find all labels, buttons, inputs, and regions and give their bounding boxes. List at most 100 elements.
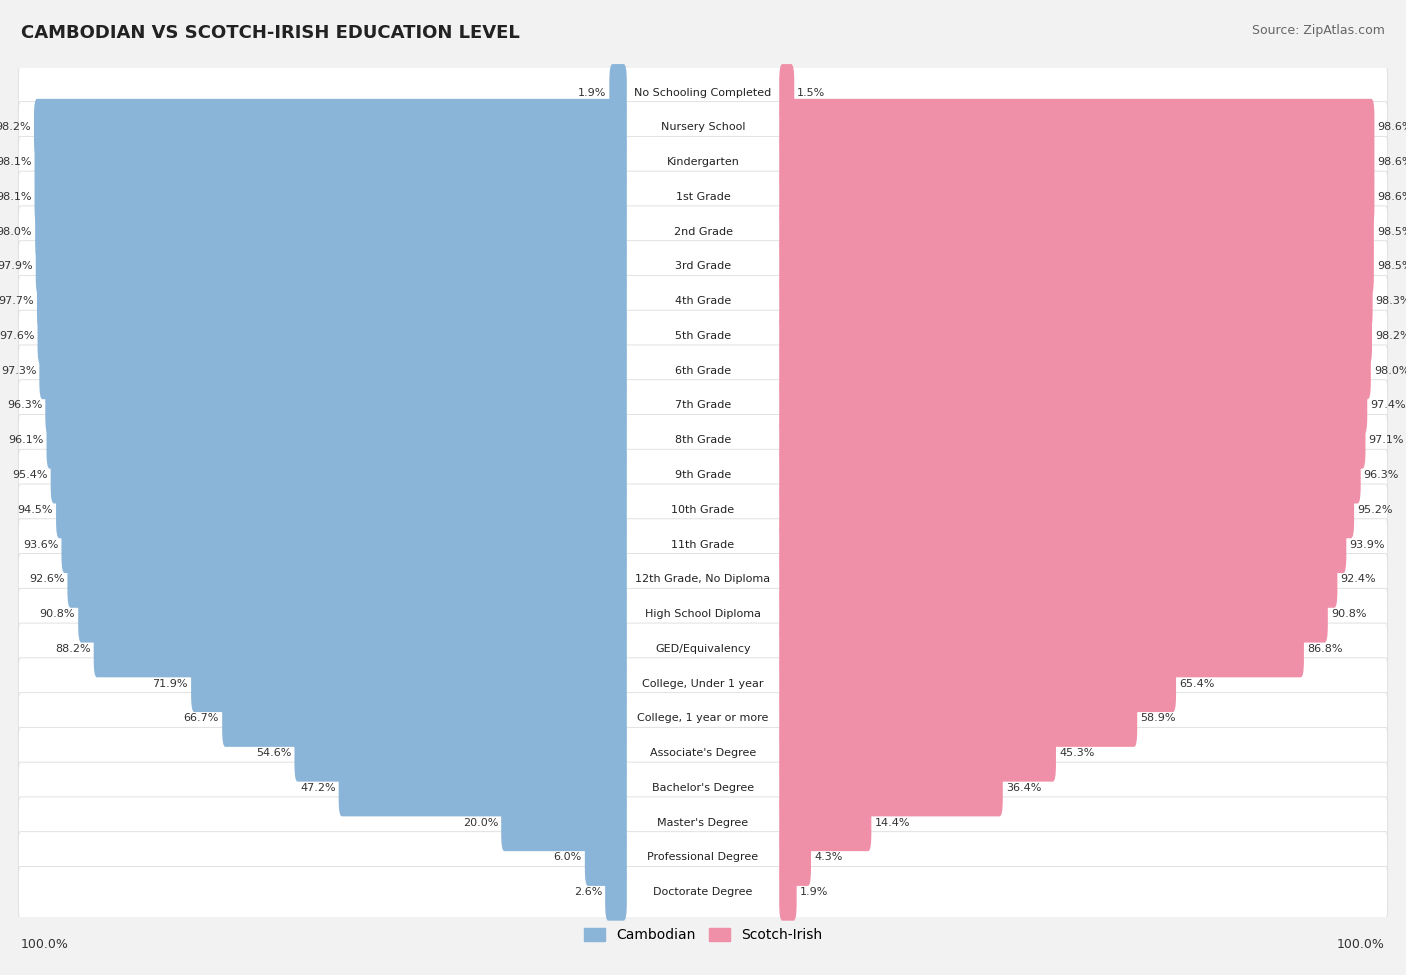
FancyBboxPatch shape: [18, 658, 1388, 709]
FancyBboxPatch shape: [18, 379, 1388, 431]
FancyBboxPatch shape: [779, 342, 1371, 399]
FancyBboxPatch shape: [45, 377, 627, 434]
Text: 58.9%: 58.9%: [1140, 714, 1175, 723]
FancyBboxPatch shape: [79, 586, 627, 643]
Text: 92.6%: 92.6%: [30, 574, 65, 584]
FancyBboxPatch shape: [18, 519, 1388, 570]
Text: College, 1 year or more: College, 1 year or more: [637, 714, 769, 723]
FancyBboxPatch shape: [51, 447, 627, 503]
Text: 90.8%: 90.8%: [39, 609, 75, 619]
Text: 93.6%: 93.6%: [22, 539, 59, 550]
Text: 96.3%: 96.3%: [1364, 470, 1399, 480]
Text: Professional Degree: Professional Degree: [647, 852, 759, 863]
FancyBboxPatch shape: [62, 516, 627, 573]
Text: 98.6%: 98.6%: [1378, 157, 1406, 167]
FancyBboxPatch shape: [779, 724, 1056, 782]
Text: Source: ZipAtlas.com: Source: ZipAtlas.com: [1251, 24, 1385, 37]
FancyBboxPatch shape: [18, 101, 1388, 153]
FancyBboxPatch shape: [18, 206, 1388, 257]
Text: Master's Degree: Master's Degree: [658, 818, 748, 828]
Text: 8th Grade: 8th Grade: [675, 435, 731, 446]
Text: 3rd Grade: 3rd Grade: [675, 261, 731, 271]
FancyBboxPatch shape: [18, 797, 1388, 848]
Text: 54.6%: 54.6%: [256, 748, 291, 759]
Text: 98.1%: 98.1%: [0, 157, 31, 167]
FancyBboxPatch shape: [18, 727, 1388, 779]
FancyBboxPatch shape: [18, 310, 1388, 362]
Text: 100.0%: 100.0%: [21, 938, 69, 951]
Text: 65.4%: 65.4%: [1180, 679, 1215, 688]
Text: Doctorate Degree: Doctorate Degree: [654, 887, 752, 897]
FancyBboxPatch shape: [779, 64, 794, 121]
Text: 7th Grade: 7th Grade: [675, 401, 731, 410]
Text: 10th Grade: 10th Grade: [672, 505, 734, 515]
FancyBboxPatch shape: [18, 484, 1388, 535]
Text: 1st Grade: 1st Grade: [676, 192, 730, 202]
FancyBboxPatch shape: [35, 203, 627, 260]
FancyBboxPatch shape: [46, 411, 627, 469]
FancyBboxPatch shape: [18, 276, 1388, 327]
Text: 95.4%: 95.4%: [13, 470, 48, 480]
Text: Nursery School: Nursery School: [661, 122, 745, 133]
Text: College, Under 1 year: College, Under 1 year: [643, 679, 763, 688]
FancyBboxPatch shape: [501, 794, 627, 851]
FancyBboxPatch shape: [38, 307, 627, 365]
Text: 98.1%: 98.1%: [0, 192, 31, 202]
FancyBboxPatch shape: [605, 864, 627, 920]
Text: 98.2%: 98.2%: [1375, 331, 1406, 341]
Text: 98.5%: 98.5%: [1376, 226, 1406, 237]
FancyBboxPatch shape: [779, 134, 1375, 191]
FancyBboxPatch shape: [39, 342, 627, 399]
Text: 47.2%: 47.2%: [299, 783, 336, 793]
Text: 6.0%: 6.0%: [554, 852, 582, 863]
FancyBboxPatch shape: [18, 588, 1388, 640]
Text: 92.4%: 92.4%: [1340, 574, 1376, 584]
FancyBboxPatch shape: [18, 345, 1388, 397]
FancyBboxPatch shape: [779, 760, 1002, 816]
Text: Kindergarten: Kindergarten: [666, 157, 740, 167]
Text: 5th Grade: 5th Grade: [675, 331, 731, 341]
FancyBboxPatch shape: [779, 551, 1337, 607]
FancyBboxPatch shape: [294, 724, 627, 782]
FancyBboxPatch shape: [18, 172, 1388, 222]
Text: 2.6%: 2.6%: [574, 887, 602, 897]
FancyBboxPatch shape: [779, 98, 1375, 156]
FancyBboxPatch shape: [18, 449, 1388, 501]
FancyBboxPatch shape: [35, 134, 627, 191]
FancyBboxPatch shape: [779, 829, 811, 886]
Text: 1.5%: 1.5%: [797, 88, 825, 98]
Text: 96.3%: 96.3%: [7, 401, 42, 410]
Text: 94.5%: 94.5%: [17, 505, 53, 515]
FancyBboxPatch shape: [779, 586, 1327, 643]
FancyBboxPatch shape: [779, 794, 872, 851]
FancyBboxPatch shape: [18, 832, 1388, 883]
Text: 97.4%: 97.4%: [1371, 401, 1406, 410]
Text: 98.3%: 98.3%: [1375, 296, 1406, 306]
FancyBboxPatch shape: [56, 482, 627, 538]
FancyBboxPatch shape: [67, 551, 627, 607]
FancyBboxPatch shape: [18, 67, 1388, 118]
FancyBboxPatch shape: [779, 447, 1361, 503]
Text: 97.9%: 97.9%: [0, 261, 32, 271]
FancyBboxPatch shape: [779, 307, 1372, 365]
FancyBboxPatch shape: [779, 516, 1347, 573]
Text: 4th Grade: 4th Grade: [675, 296, 731, 306]
Legend: Cambodian, Scotch-Irish: Cambodian, Scotch-Irish: [578, 922, 828, 948]
Text: 86.8%: 86.8%: [1308, 644, 1343, 654]
FancyBboxPatch shape: [37, 273, 627, 330]
FancyBboxPatch shape: [779, 203, 1374, 260]
FancyBboxPatch shape: [779, 690, 1137, 747]
FancyBboxPatch shape: [34, 98, 627, 156]
FancyBboxPatch shape: [18, 623, 1388, 675]
FancyBboxPatch shape: [339, 760, 627, 816]
FancyBboxPatch shape: [779, 655, 1175, 712]
FancyBboxPatch shape: [779, 482, 1354, 538]
Text: 71.9%: 71.9%: [152, 679, 188, 688]
Text: 96.1%: 96.1%: [8, 435, 44, 446]
FancyBboxPatch shape: [35, 238, 627, 294]
Text: Associate's Degree: Associate's Degree: [650, 748, 756, 759]
Text: 95.2%: 95.2%: [1357, 505, 1393, 515]
FancyBboxPatch shape: [779, 238, 1374, 294]
FancyBboxPatch shape: [779, 864, 797, 920]
FancyBboxPatch shape: [18, 762, 1388, 813]
